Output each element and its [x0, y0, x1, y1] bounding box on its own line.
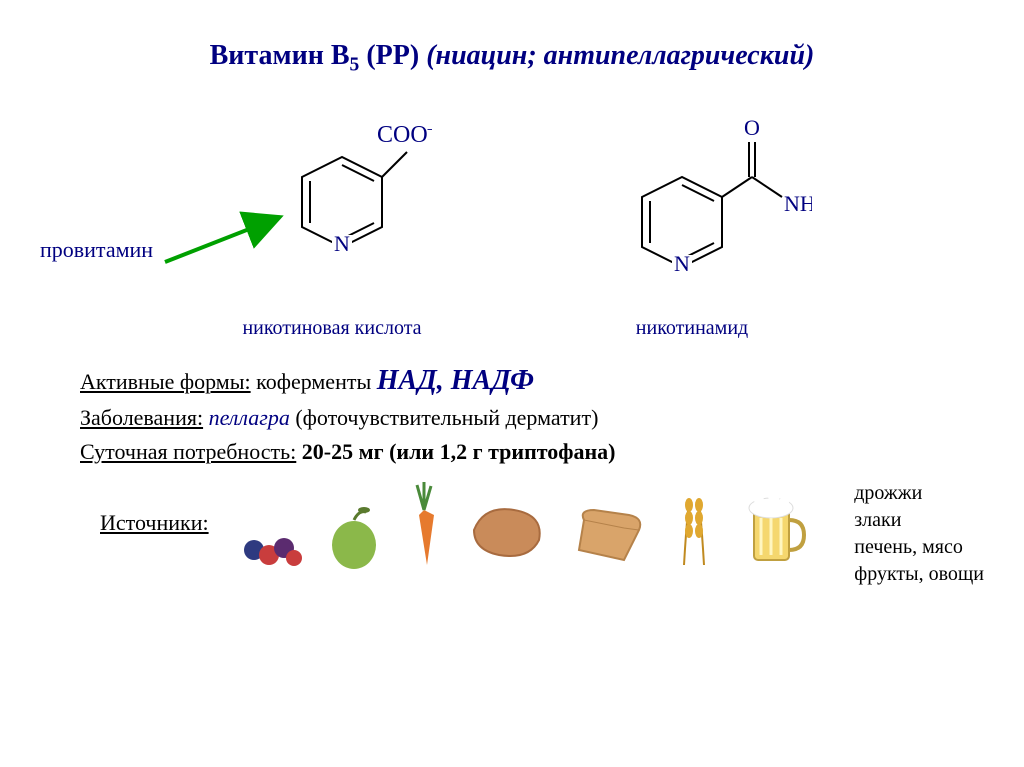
diseases-line: Заболевания: пеллагра (фоточувствительны… [80, 405, 984, 431]
nh2-group: NH2 [784, 191, 812, 220]
label-nicotinic-acid: никотиновая кислота [232, 317, 432, 340]
sources-label: Источники: [100, 510, 209, 536]
daily-value: 20-25 мг (или 1,2 г триптофана) [296, 439, 615, 464]
title-subnum: 5 [350, 55, 360, 76]
sources-row: Источники: [100, 480, 984, 588]
food-icons [239, 480, 825, 570]
label-nicotinamide: никотинамид [592, 317, 792, 340]
wheat-icon [664, 480, 724, 570]
coo-group: COO– [377, 118, 432, 148]
structure-nicotinamide: N O NH2 [592, 107, 792, 307]
disease-detail: (фоточувствительный дерматит) [290, 405, 599, 430]
structures-row: провитамин N COO– [40, 107, 984, 307]
page-title: Витамин В5 (РР) (ниацин; антипеллагричес… [40, 40, 984, 77]
active-forms-label: Активные формы: [80, 369, 251, 394]
source-item: злаки [854, 507, 984, 534]
structure-nicotinic-acid: N COO– [232, 107, 432, 307]
active-forms-text: коферменты [251, 369, 377, 394]
active-forms-line: Активные формы: коферменты НАД, НАДФ [80, 365, 984, 397]
title-main: Витамин В [210, 40, 350, 71]
berries-icon [239, 510, 309, 570]
hetero-n: N [334, 231, 350, 256]
daily-label: Суточная потребность: [80, 439, 296, 464]
bread-icon [569, 500, 649, 570]
apple-icon [324, 500, 384, 570]
source-item: печень, мясо [854, 534, 984, 561]
daily-line: Суточная потребность: 20-25 мг (или 1,2 … [80, 439, 984, 465]
disease-name: пеллагра [203, 405, 290, 430]
sources-list: дрожжи злаки печень, мясо фрукты, овощи [854, 480, 984, 588]
title-italic: (ниацин; антипеллагрический) [426, 40, 814, 71]
hetero-n-2: N [674, 251, 690, 276]
provitamin-label: провитамин [40, 237, 153, 263]
source-item: фрукты, овощи [854, 561, 984, 588]
title-pp: (РР) [359, 40, 426, 71]
active-forms-coenz: НАД, НАДФ [377, 365, 534, 396]
structure-labels: никотиновая кислота никотинамид [40, 317, 984, 340]
liver-icon [464, 490, 554, 570]
carrot-icon [399, 480, 449, 570]
beer-icon [739, 480, 809, 570]
diseases-label: Заболевания: [80, 405, 203, 430]
oxygen-atom: O [744, 115, 760, 140]
source-item: дрожжи [854, 480, 984, 507]
